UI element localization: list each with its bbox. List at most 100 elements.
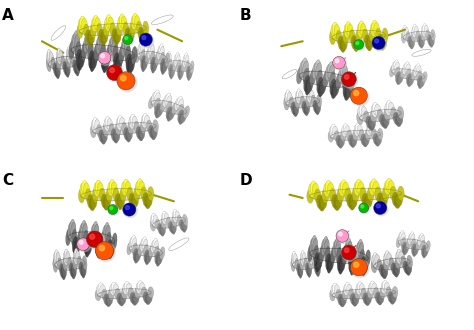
Ellipse shape [344, 24, 350, 38]
Ellipse shape [160, 58, 165, 72]
Ellipse shape [169, 107, 175, 120]
Ellipse shape [343, 182, 349, 196]
Ellipse shape [342, 248, 347, 265]
Ellipse shape [110, 34, 116, 52]
Ellipse shape [415, 64, 420, 75]
Ellipse shape [334, 197, 340, 211]
Ellipse shape [71, 54, 75, 68]
Ellipse shape [294, 253, 298, 266]
Circle shape [117, 72, 135, 90]
Ellipse shape [141, 187, 147, 201]
Ellipse shape [130, 292, 136, 304]
Ellipse shape [166, 96, 172, 108]
Ellipse shape [369, 124, 375, 135]
Circle shape [120, 76, 126, 81]
Ellipse shape [353, 130, 358, 141]
Ellipse shape [107, 118, 113, 131]
Ellipse shape [359, 249, 365, 266]
Ellipse shape [291, 259, 295, 272]
Ellipse shape [125, 28, 131, 42]
Ellipse shape [176, 54, 180, 67]
Ellipse shape [99, 36, 105, 54]
Ellipse shape [105, 116, 111, 129]
Ellipse shape [178, 104, 184, 116]
Ellipse shape [311, 95, 316, 108]
Ellipse shape [79, 50, 85, 68]
Ellipse shape [381, 266, 387, 279]
Ellipse shape [348, 289, 354, 300]
Ellipse shape [331, 25, 337, 39]
Ellipse shape [334, 131, 340, 142]
Ellipse shape [400, 230, 404, 242]
Ellipse shape [99, 130, 104, 142]
Ellipse shape [118, 295, 124, 306]
Ellipse shape [424, 245, 428, 256]
Ellipse shape [82, 26, 147, 37]
Ellipse shape [175, 211, 180, 222]
Ellipse shape [165, 93, 171, 105]
Circle shape [335, 59, 339, 63]
Ellipse shape [374, 104, 381, 117]
Ellipse shape [139, 41, 144, 55]
Ellipse shape [340, 63, 346, 80]
Ellipse shape [106, 15, 112, 29]
Ellipse shape [181, 111, 187, 123]
Ellipse shape [85, 30, 91, 44]
Ellipse shape [363, 293, 368, 304]
Ellipse shape [426, 241, 430, 252]
Ellipse shape [98, 283, 104, 294]
Ellipse shape [108, 17, 114, 31]
Ellipse shape [393, 60, 399, 71]
Ellipse shape [365, 250, 371, 267]
Ellipse shape [336, 135, 342, 147]
Ellipse shape [303, 68, 310, 85]
Ellipse shape [177, 60, 181, 72]
Ellipse shape [342, 66, 348, 83]
Ellipse shape [392, 286, 398, 298]
Ellipse shape [400, 242, 429, 250]
Ellipse shape [167, 53, 172, 66]
Ellipse shape [94, 182, 100, 197]
Ellipse shape [296, 91, 301, 104]
Circle shape [345, 75, 349, 79]
Circle shape [376, 204, 380, 208]
Ellipse shape [124, 38, 130, 56]
Ellipse shape [118, 115, 123, 128]
Circle shape [336, 230, 348, 242]
Ellipse shape [140, 121, 146, 133]
Ellipse shape [321, 239, 327, 256]
Ellipse shape [307, 189, 313, 203]
Ellipse shape [170, 67, 173, 79]
Circle shape [341, 245, 356, 260]
Ellipse shape [420, 76, 425, 87]
Ellipse shape [158, 44, 164, 57]
Ellipse shape [111, 129, 117, 141]
Ellipse shape [335, 194, 342, 208]
Ellipse shape [137, 43, 142, 57]
Ellipse shape [190, 61, 194, 74]
Ellipse shape [136, 49, 140, 63]
Ellipse shape [133, 292, 139, 303]
Ellipse shape [328, 183, 334, 197]
Ellipse shape [312, 191, 402, 202]
Ellipse shape [401, 242, 406, 253]
Circle shape [107, 65, 124, 82]
Ellipse shape [159, 46, 164, 60]
Ellipse shape [308, 88, 313, 100]
Ellipse shape [382, 116, 388, 129]
Ellipse shape [160, 247, 165, 259]
Ellipse shape [356, 29, 362, 43]
Ellipse shape [412, 26, 416, 38]
Ellipse shape [178, 110, 184, 122]
Ellipse shape [412, 246, 417, 257]
Ellipse shape [361, 106, 367, 119]
Ellipse shape [95, 17, 100, 32]
Circle shape [86, 231, 103, 248]
Circle shape [142, 36, 146, 40]
Ellipse shape [129, 193, 135, 207]
Ellipse shape [312, 238, 318, 255]
Text: C: C [2, 173, 13, 188]
Ellipse shape [359, 104, 365, 117]
Ellipse shape [67, 47, 72, 60]
Ellipse shape [417, 76, 422, 86]
